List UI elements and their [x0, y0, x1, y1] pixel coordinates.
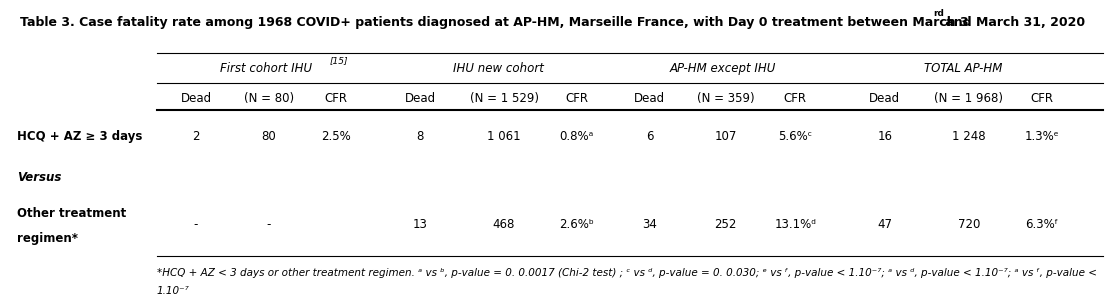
- Text: 2.5%: 2.5%: [321, 130, 351, 143]
- Text: CFR: CFR: [784, 92, 806, 105]
- Text: 1 248: 1 248: [952, 130, 986, 143]
- Text: (N = 359): (N = 359): [697, 92, 755, 105]
- Text: TOTAL AP-HM: TOTAL AP-HM: [924, 62, 1002, 75]
- Text: 468: 468: [493, 218, 515, 231]
- Text: Dead: Dead: [869, 92, 900, 105]
- Text: [15]: [15]: [329, 56, 348, 65]
- Text: (N = 1 529): (N = 1 529): [469, 92, 539, 105]
- Text: CFR: CFR: [325, 92, 347, 105]
- Text: CFR: CFR: [1030, 92, 1053, 105]
- Text: Table 3. Case fatality rate among 1968 COVID+ patients diagnosed at AP-HM, Marse: Table 3. Case fatality rate among 1968 C…: [20, 16, 969, 29]
- Text: 5.6%ᶜ: 5.6%ᶜ: [778, 130, 812, 143]
- Text: 0.8%ᵃ: 0.8%ᵃ: [560, 130, 594, 143]
- Text: 6: 6: [646, 130, 653, 143]
- Text: 13.1%ᵈ: 13.1%ᵈ: [774, 218, 816, 231]
- Text: 8: 8: [417, 130, 423, 143]
- Text: 1 061: 1 061: [487, 130, 521, 143]
- Text: 107: 107: [715, 130, 737, 143]
- Text: Dead: Dead: [404, 92, 436, 105]
- Text: 16: 16: [877, 130, 893, 143]
- Text: AP-HM except IHU: AP-HM except IHU: [670, 62, 775, 75]
- Text: regimen*: regimen*: [17, 232, 77, 245]
- Text: 720: 720: [958, 218, 980, 231]
- Text: rd: rd: [933, 9, 944, 18]
- Text: 2: 2: [193, 130, 199, 143]
- Text: Versus: Versus: [17, 171, 62, 184]
- Text: 80: 80: [261, 130, 277, 143]
- Text: (N = 80): (N = 80): [244, 92, 293, 105]
- Text: 13: 13: [412, 218, 428, 231]
- Text: Dead: Dead: [634, 92, 665, 105]
- Text: *HCQ + AZ < 3 days or other treatment regimen. ᵃ vs ᵇ, p-value = 0. 0.0017 (Chi-: *HCQ + AZ < 3 days or other treatment re…: [157, 268, 1096, 278]
- Text: IHU new cohort: IHU new cohort: [452, 62, 544, 75]
- Text: 6.3%ᶠ: 6.3%ᶠ: [1025, 218, 1058, 231]
- Text: 2.6%ᵇ: 2.6%ᵇ: [559, 218, 595, 231]
- Text: HCQ + AZ ≥ 3 days: HCQ + AZ ≥ 3 days: [17, 130, 142, 143]
- Text: 1.10⁻⁷: 1.10⁻⁷: [157, 286, 189, 296]
- Text: -: -: [267, 218, 271, 231]
- Text: First cohort IHU: First cohort IHU: [220, 62, 312, 75]
- Text: Other treatment: Other treatment: [17, 207, 127, 220]
- Text: CFR: CFR: [566, 92, 588, 105]
- Text: and March 31, 2020: and March 31, 2020: [941, 16, 1085, 29]
- Text: 47: 47: [877, 218, 893, 231]
- Text: 252: 252: [715, 218, 737, 231]
- Text: Dead: Dead: [180, 92, 212, 105]
- Text: 34: 34: [642, 218, 657, 231]
- Text: -: -: [194, 218, 198, 231]
- Text: (N = 1 968): (N = 1 968): [934, 92, 1004, 105]
- Text: 1.3%ᵉ: 1.3%ᵉ: [1025, 130, 1058, 143]
